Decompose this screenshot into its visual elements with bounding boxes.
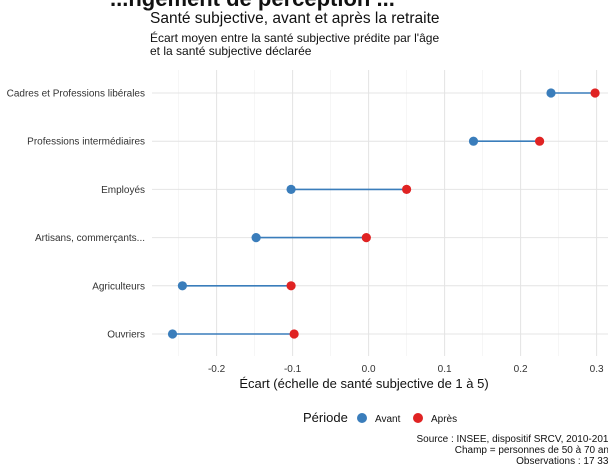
- y-tick-label: Cadres et Professions libérales: [7, 89, 145, 100]
- y-tick-label: Ouvriers: [107, 330, 145, 341]
- point-apres: [402, 185, 411, 194]
- y-tick-label: Professions intermédiaires: [27, 137, 145, 148]
- point-avant: [546, 88, 555, 97]
- point-avant: [168, 329, 177, 338]
- y-axis-labels: Cadres et Professions libérales Professio…: [7, 89, 145, 341]
- x-tick-label: 0.0: [362, 364, 376, 375]
- point-apres: [290, 329, 299, 338]
- y-tick-label: Employés: [101, 185, 145, 196]
- x-tick-label: -0.2: [208, 364, 226, 375]
- source-caption: Source : INSEE, dispositif SRCV, 2010-20…: [416, 434, 608, 467]
- legend-apres-label: Après: [431, 414, 457, 425]
- caption-scope: Champ = personnes de 50 à 70 ans: [416, 445, 608, 456]
- caption-observations: Observations : 17 333: [416, 456, 608, 467]
- caption-source: Source : INSEE, dispositif SRCV, 2010-20…: [416, 434, 608, 445]
- point-apres: [362, 233, 371, 242]
- gridlines: [152, 70, 608, 356]
- legend-title: Période: [303, 410, 348, 425]
- y-tick-label: Artisans, commerçants...: [35, 233, 145, 244]
- point-apres: [590, 88, 599, 97]
- point-avant: [178, 281, 187, 290]
- data-points: [168, 88, 600, 338]
- x-axis-title: Écart (échelle de santé subjective de 1 …: [239, 376, 488, 391]
- point-avant: [469, 137, 478, 146]
- point-avant: [252, 233, 261, 242]
- x-tick-label: -0.1: [284, 364, 302, 375]
- legend-apres-swatch: [413, 413, 423, 423]
- point-apres: [535, 137, 544, 146]
- dumbbell-segments: [173, 93, 596, 334]
- x-tick-label: 0.3: [590, 364, 604, 375]
- y-tick-label: Agriculteurs: [92, 281, 145, 292]
- point-apres: [286, 281, 295, 290]
- x-tick-label: 0.1: [438, 364, 452, 375]
- legend-avant-label: Avant: [375, 414, 401, 425]
- legend-avant-swatch: [357, 413, 367, 423]
- x-axis-tick-labels: -0.2 -0.1 0.0 0.1 0.2 0.3: [208, 364, 604, 375]
- x-tick-label: 0.2: [514, 364, 528, 375]
- legend: Période Avant Après: [303, 410, 457, 425]
- point-avant: [286, 185, 295, 194]
